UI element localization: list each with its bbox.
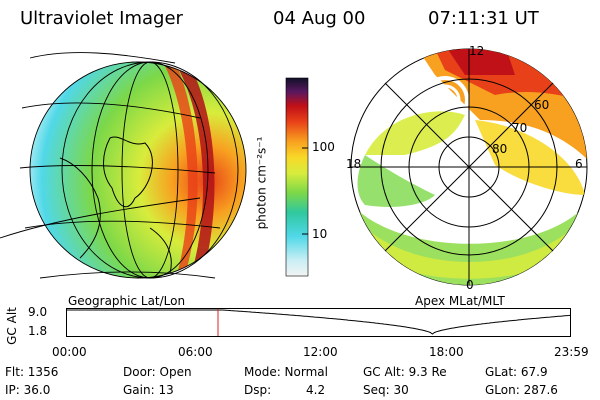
dsp-label: Dsp:	[244, 383, 272, 397]
gc-altitude: GC Alt: 9.3 Re	[363, 365, 447, 379]
mlt-label-12: 12	[469, 44, 485, 58]
time-tick-1800: 18:00	[429, 345, 464, 359]
time-tick-0600: 06:00	[178, 345, 213, 359]
time-tick-1200: 12:00	[303, 345, 338, 359]
mode-status: Mode: Normal	[244, 365, 328, 379]
mlat-label-60: 60	[534, 98, 550, 112]
colorbar-tick-10: 10	[312, 227, 328, 241]
ip-value: IP: 36.0	[5, 383, 51, 397]
instrument-title: Ultraviolet Imager	[20, 8, 183, 29]
geo-longitude: GLon: 287.6	[485, 383, 558, 397]
altitude-curve	[67, 309, 572, 335]
polar-mlat-mlt-plot	[350, 48, 588, 286]
altitude-axis-label: GC Alt	[4, 307, 19, 345]
mlt-label-18: 18	[346, 157, 362, 171]
mlt-label-0: 0	[466, 278, 474, 292]
geo-panel-caption: Geographic Lat/Lon	[68, 294, 186, 308]
colorbar-unit-label: photon cm⁻²s⁻¹	[254, 136, 269, 230]
colorbar-tick-100: 100	[312, 140, 335, 154]
sequence-number: Seq: 30	[363, 383, 409, 397]
image-date: 04 Aug 00	[273, 8, 366, 29]
time-tick-2359: 23:59	[554, 345, 589, 359]
time-tick-0000: 00:00	[52, 345, 87, 359]
door-status: Door: Open	[123, 365, 192, 379]
flight-number: Flt: 1356	[5, 365, 59, 379]
mlt-label-6: 6	[575, 157, 583, 171]
polar-panel-caption: Apex MLat/MLT	[415, 294, 505, 308]
mlat-label-70: 70	[512, 121, 528, 135]
gain-value: Gain: 13	[123, 383, 174, 397]
orbit-altitude-plot	[66, 308, 572, 337]
dsp-value: 4.2	[306, 383, 326, 397]
image-time: 07:11:31 UT	[428, 8, 539, 29]
geo-latitude: GLat: 67.9	[485, 365, 548, 379]
mlat-label-80: 80	[492, 142, 508, 156]
intensity-color-bar	[285, 77, 309, 277]
altitude-tick-9: 9.0	[28, 305, 48, 319]
geographic-auroral-image	[0, 52, 247, 279]
altitude-tick-1-8: 1.8	[28, 324, 48, 338]
